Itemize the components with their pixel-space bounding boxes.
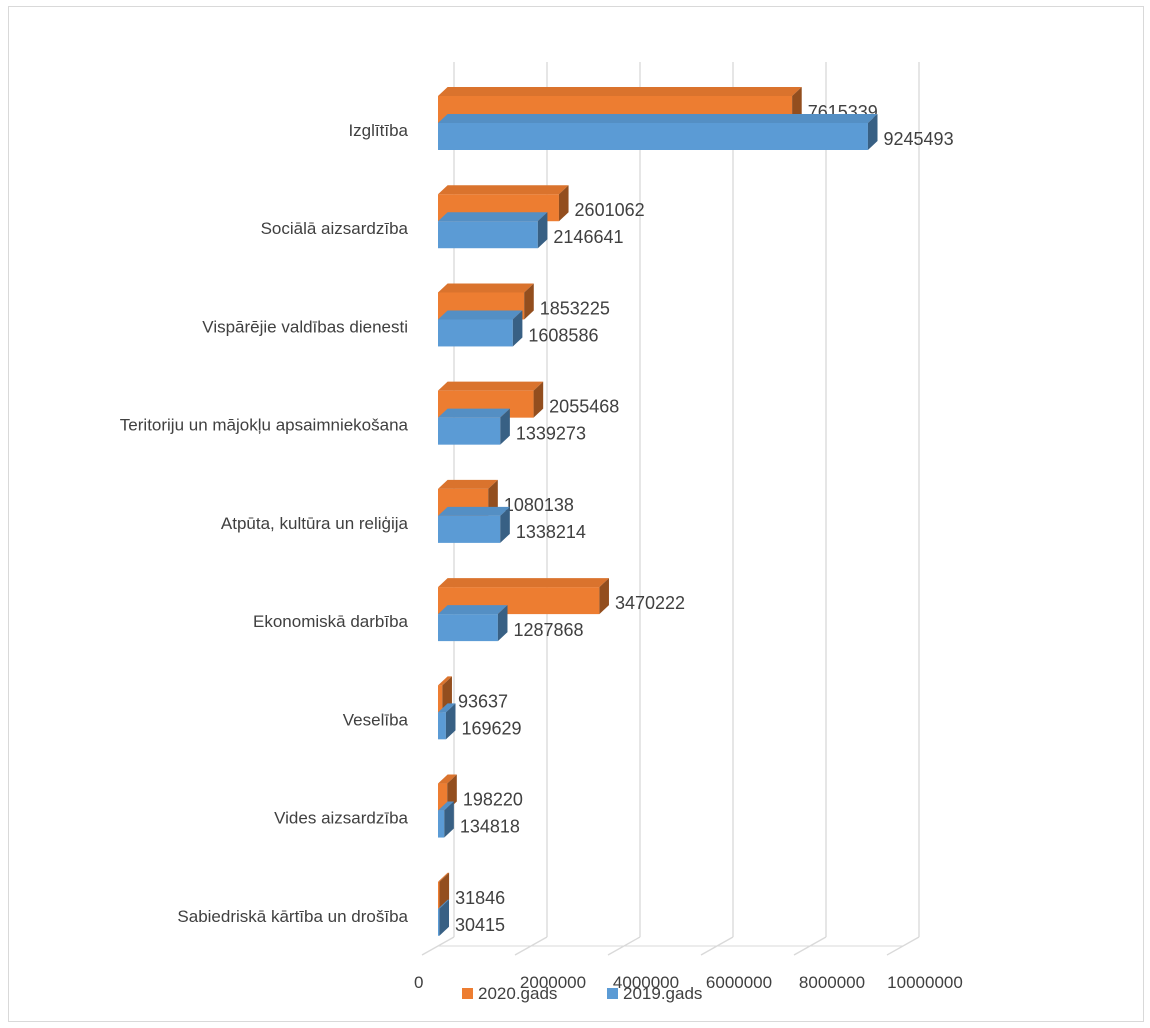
- x-tick-label: 10000000: [887, 973, 963, 992]
- bar-front-2019.gads: [438, 515, 501, 543]
- category-label: Veselība: [343, 710, 409, 729]
- bar-top-2020.gads: [438, 185, 569, 195]
- bar-side-2019.gads: [497, 605, 508, 642]
- data-label: 1080138: [504, 495, 574, 515]
- data-label: 31846: [455, 888, 505, 908]
- bar-front-2020.gads: [438, 783, 448, 811]
- bar-front-2019.gads: [438, 123, 868, 150]
- bar-top-2020.gads: [438, 283, 534, 293]
- bar-top-2020.gads: [438, 578, 609, 588]
- bar-side-2020.gads: [533, 381, 544, 418]
- bar-front-2019.gads: [438, 614, 498, 642]
- category-label: Teritoriju un mājokļu apsaimniekošana: [120, 416, 409, 435]
- data-label: 1608586: [528, 325, 598, 345]
- bar-front-2019.gads: [438, 319, 513, 347]
- bar-front-2019.gads: [438, 712, 446, 740]
- bar-top-2019.gads: [438, 703, 456, 713]
- data-label: 2146641: [553, 227, 623, 247]
- category-label: Atpūta, kultūra un reliģija: [221, 514, 409, 533]
- bar-front-2020.gads: [438, 881, 440, 909]
- bar-top-2019.gads: [438, 310, 523, 320]
- category-label: Sabiedriskā kārtība un drošība: [177, 907, 408, 926]
- bar-side-2019.gads: [537, 212, 548, 249]
- data-label: 30415: [455, 915, 505, 935]
- bar-top-2019.gads: [438, 801, 454, 811]
- gridline-floor: [700, 936, 734, 956]
- bar-side-2020.gads: [599, 578, 609, 615]
- bar-front-2019.gads: [438, 221, 538, 249]
- data-label: 1339273: [516, 424, 586, 444]
- legend-label: 2019.gads: [623, 984, 702, 1003]
- bar-side-2019.gads: [500, 408, 510, 445]
- x-tick-label: 8000000: [799, 973, 865, 992]
- data-label: 169629: [461, 718, 521, 738]
- bar-top-2020.gads: [438, 479, 498, 489]
- data-label: 2601062: [575, 200, 645, 220]
- bar-front-2019.gads: [438, 908, 440, 936]
- bar-top-2019.gads: [438, 408, 510, 418]
- gridline-floor: [421, 936, 455, 956]
- category-label: Izglītība: [348, 121, 408, 140]
- bar-side-2020.gads: [439, 872, 450, 909]
- bar-side-2019.gads: [444, 801, 454, 838]
- category-label: Vides aizsardzība: [274, 809, 408, 828]
- bar-top-2019.gads: [438, 605, 508, 615]
- x-tick-label: 2000000: [520, 973, 586, 992]
- legend-swatch: [462, 988, 473, 999]
- bar-top-2019.gads: [438, 899, 450, 909]
- legend-swatch: [607, 988, 618, 999]
- data-label: 9245493: [884, 129, 954, 149]
- bar-side-2020.gads: [558, 185, 569, 222]
- bar-side-2019.gads: [439, 899, 450, 936]
- data-label: 134818: [460, 817, 520, 837]
- category-label: Sociālā aizsardzība: [261, 219, 409, 238]
- data-label: 3470222: [615, 593, 685, 613]
- gridline-floor: [793, 936, 827, 956]
- data-label: 1338214: [516, 522, 586, 542]
- bar-side-2019.gads: [867, 114, 878, 150]
- bar-side-2020.gads: [524, 283, 534, 320]
- bar-top-2020.gads: [438, 774, 457, 784]
- chart-frame: [8, 6, 1144, 1022]
- bar-top-2019.gads: [438, 506, 510, 516]
- category-label: Vispārējie valdības dienesti: [202, 317, 408, 336]
- x-tick-label: 6000000: [706, 973, 772, 992]
- bar-side-2019.gads: [500, 506, 510, 543]
- gridline-floor: [607, 936, 641, 956]
- bar-front-2019.gads: [438, 810, 445, 838]
- legend-label: 2020.gads: [478, 984, 557, 1003]
- data-label: 1287868: [513, 620, 583, 640]
- bar-front-2019.gads: [438, 417, 501, 445]
- bar-front-2020.gads: [438, 685, 443, 713]
- bar-top-2020.gads: [438, 872, 450, 882]
- x-tick-label: 4000000: [613, 973, 679, 992]
- category-label: Ekonomiskā darbība: [253, 612, 409, 631]
- bar-top-2019.gads: [438, 114, 878, 123]
- gridline-floor: [514, 936, 548, 956]
- data-label: 198220: [463, 790, 523, 810]
- bar-side-2019.gads: [445, 703, 456, 740]
- bar-top-2020.gads: [438, 381, 544, 391]
- bar-top-2020.gads: [438, 87, 802, 96]
- data-label: 93637: [458, 691, 508, 711]
- x-tick-label: 0: [414, 973, 423, 992]
- data-label: 1853225: [540, 298, 610, 318]
- bar-top-2019.gads: [438, 212, 548, 222]
- bar-side-2019.gads: [512, 310, 523, 347]
- gridline-floor: [886, 936, 920, 956]
- data-label: 2055468: [549, 397, 619, 417]
- bar-top-2020.gads: [438, 676, 452, 686]
